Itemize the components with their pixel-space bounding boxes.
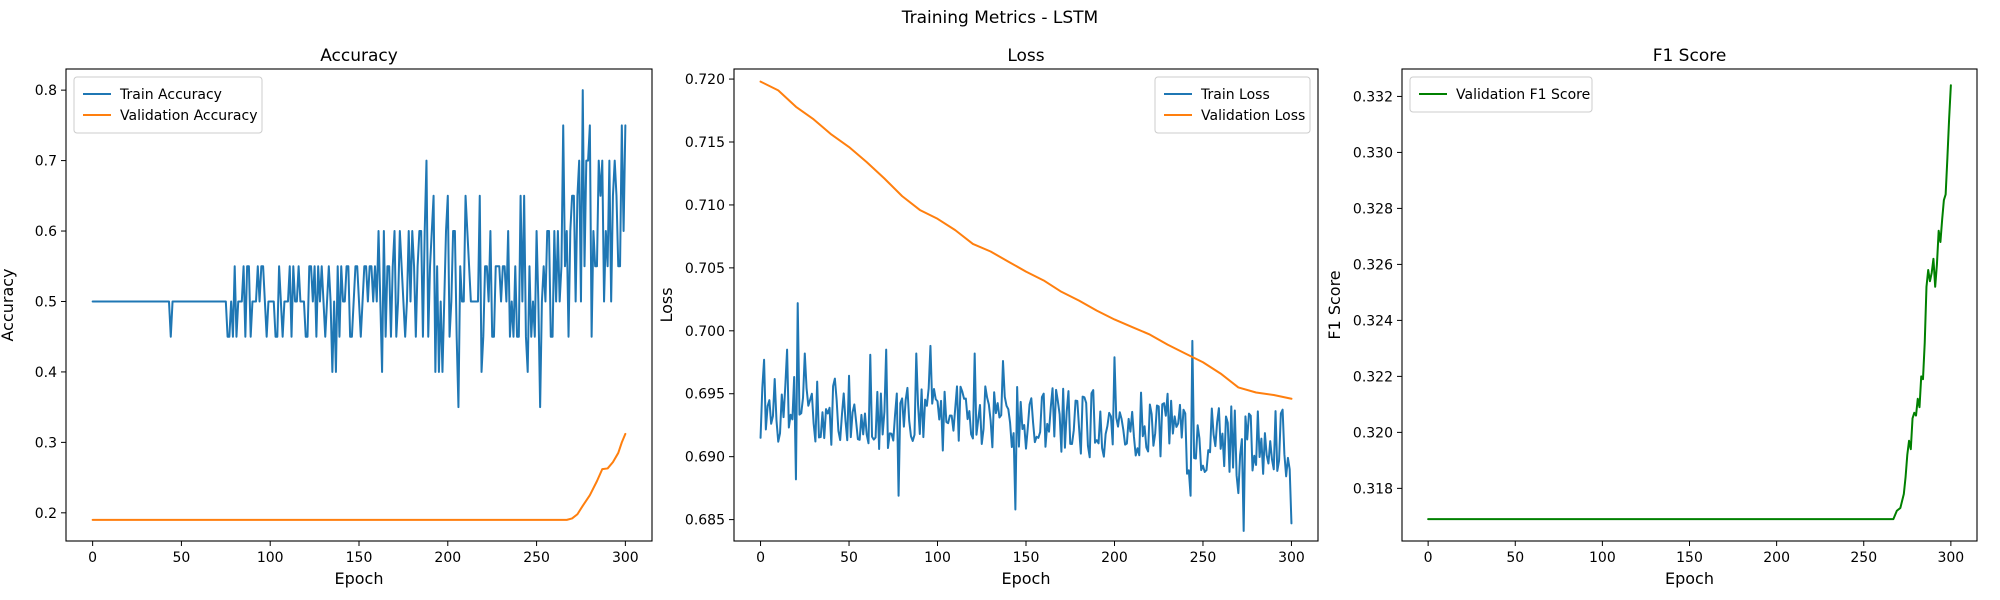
x-tick-label-loss-150: 150 xyxy=(1013,550,1040,566)
panel-title-accuracy: Accuracy xyxy=(320,46,398,66)
series-line-loss-1 xyxy=(759,80,1293,400)
legend-loss: Train Loss Validation Loss xyxy=(1154,76,1311,134)
legend-f1: Validation F1 Score xyxy=(1409,76,1593,113)
y-tick-label-accuracy-0.3: 0.3 xyxy=(35,435,57,451)
x-axis-title-accuracy: Epoch xyxy=(335,569,384,588)
y-tick-label-accuracy-0.8: 0.8 xyxy=(35,83,57,99)
x-tick-label-accuracy-200: 200 xyxy=(434,550,461,566)
x-tick-label-accuracy-50: 50 xyxy=(173,550,191,566)
y-axis-title-f1: F1 Score xyxy=(1325,270,1344,339)
y-tick-label-f1-0.33: 0.330 xyxy=(1353,145,1393,161)
y-tick-label-f1-0.328: 0.328 xyxy=(1353,201,1393,217)
y-tick-label-accuracy-0.7: 0.7 xyxy=(35,154,57,170)
y-tick-label-accuracy-0.6: 0.6 xyxy=(35,224,57,240)
x-tick-label-accuracy-0: 0 xyxy=(88,550,97,566)
x-tick-label-f1-250: 250 xyxy=(1850,550,1877,566)
panel-f1: 0 50 100 150 200 250 300 0.318 0.320 0.322 0.324 0.… xyxy=(1325,46,1978,588)
y-tick-label-loss-0.7: 0.700 xyxy=(685,324,725,340)
y-tick-label-accuracy-0.4: 0.4 xyxy=(35,365,57,381)
axes-frame-f1 xyxy=(1401,68,1978,542)
y-tick-label-f1-0.318: 0.318 xyxy=(1353,481,1393,497)
y-tick-label-f1-0.32: 0.320 xyxy=(1353,425,1393,441)
y-tick-label-accuracy-0.5: 0.5 xyxy=(35,294,57,310)
legend-label-accuracy-0: Train Accuracy xyxy=(119,87,222,103)
y-tick-label-loss-0.715: 0.715 xyxy=(685,135,725,151)
y-tick-label-f1-0.326: 0.326 xyxy=(1353,257,1393,273)
y-tick-label-accuracy-0.2: 0.2 xyxy=(35,506,57,522)
x-tick-label-accuracy-250: 250 xyxy=(523,550,550,566)
x-tick-label-accuracy-150: 150 xyxy=(346,550,373,566)
legend-label-f1-0: Validation F1 Score xyxy=(1456,87,1590,103)
panel-title-f1: F1 Score xyxy=(1653,46,1727,66)
y-tick-label-loss-0.685: 0.685 xyxy=(685,513,725,529)
panel-accuracy: 0 50 100 150 200 250 300 0.2 0.3 0.4 0.5 0.6 0.7 0.8 A… xyxy=(0,46,653,588)
x-tick-label-f1-0: 0 xyxy=(1424,550,1433,566)
legend-label-loss-1: Validation Loss xyxy=(1201,108,1305,124)
x-tick-label-f1-100: 100 xyxy=(1589,550,1616,566)
series-line-f1-0 xyxy=(1427,84,1952,521)
legend-box-f1 xyxy=(1409,76,1593,113)
x-tick-label-accuracy-300: 300 xyxy=(612,550,639,566)
y-tick-label-loss-0.71: 0.710 xyxy=(685,198,725,214)
x-tick-label-f1-50: 50 xyxy=(1506,550,1524,566)
y-tick-label-loss-0.695: 0.695 xyxy=(685,387,725,403)
x-tick-label-loss-100: 100 xyxy=(924,550,951,566)
y-tick-label-f1-0.322: 0.322 xyxy=(1353,369,1393,385)
y-axis-title-accuracy: Accuracy xyxy=(0,268,17,341)
series-line-accuracy-1 xyxy=(91,432,627,521)
figure-title: Training Metrics - LSTM xyxy=(901,8,1099,28)
x-tick-label-loss-250: 250 xyxy=(1190,550,1217,566)
x-tick-label-f1-150: 150 xyxy=(1676,550,1703,566)
y-tick-label-loss-0.705: 0.705 xyxy=(685,261,725,277)
series-line-loss-0 xyxy=(759,302,1293,532)
panel-loss: 0 50 100 150 200 250 300 0.685 0.690 0.695 0.700 0.… xyxy=(657,46,1319,588)
y-axis-title-loss: Loss xyxy=(657,287,676,322)
x-tick-label-f1-200: 200 xyxy=(1763,550,1790,566)
legend-box-accuracy xyxy=(73,76,263,134)
legend-label-accuracy-1: Validation Accuracy xyxy=(120,108,258,124)
panel-title-loss: Loss xyxy=(1007,46,1044,66)
legend-accuracy: Train Accuracy Validation Accuracy xyxy=(73,76,263,134)
x-tick-label-loss-200: 200 xyxy=(1101,550,1128,566)
x-axis-title-f1: Epoch xyxy=(1665,569,1714,588)
x-tick-label-loss-50: 50 xyxy=(840,550,858,566)
y-tick-label-loss-0.69: 0.690 xyxy=(685,450,725,466)
x-tick-label-loss-300: 300 xyxy=(1278,550,1305,566)
y-tick-label-f1-0.324: 0.324 xyxy=(1353,313,1393,329)
y-tick-label-f1-0.332: 0.332 xyxy=(1353,89,1393,105)
y-tick-label-loss-0.72: 0.720 xyxy=(685,72,725,88)
x-tick-label-f1-300: 300 xyxy=(1937,550,1964,566)
legend-label-loss-0: Train Loss xyxy=(1200,87,1270,103)
x-axis-title-loss: Epoch xyxy=(1002,569,1051,588)
series-line-accuracy-0 xyxy=(91,89,627,409)
x-tick-label-loss-0: 0 xyxy=(756,550,765,566)
legend-box-loss xyxy=(1154,76,1311,134)
x-tick-label-accuracy-100: 100 xyxy=(257,550,284,566)
